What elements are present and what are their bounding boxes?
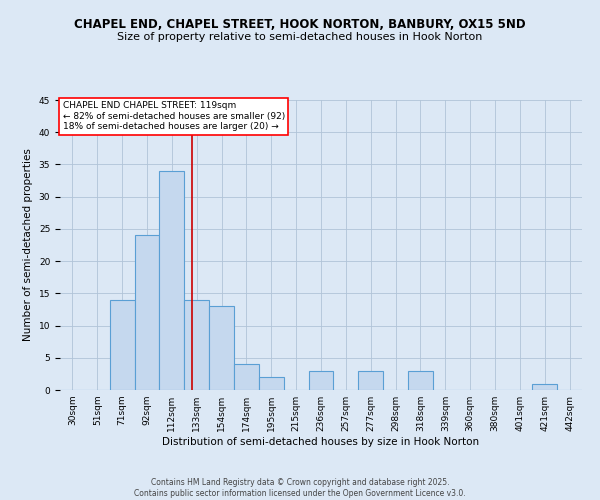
- X-axis label: Distribution of semi-detached houses by size in Hook Norton: Distribution of semi-detached houses by …: [163, 437, 479, 447]
- Bar: [184, 300, 209, 390]
- Text: CHAPEL END, CHAPEL STREET, HOOK NORTON, BANBURY, OX15 5ND: CHAPEL END, CHAPEL STREET, HOOK NORTON, …: [74, 18, 526, 30]
- Bar: [110, 300, 134, 390]
- Bar: [160, 171, 184, 390]
- Bar: [532, 384, 557, 390]
- Text: Contains HM Land Registry data © Crown copyright and database right 2025.
Contai: Contains HM Land Registry data © Crown c…: [134, 478, 466, 498]
- Bar: [408, 370, 433, 390]
- Bar: [134, 236, 160, 390]
- Bar: [358, 370, 383, 390]
- Y-axis label: Number of semi-detached properties: Number of semi-detached properties: [23, 148, 33, 342]
- Text: CHAPEL END CHAPEL STREET: 119sqm
← 82% of semi-detached houses are smaller (92)
: CHAPEL END CHAPEL STREET: 119sqm ← 82% o…: [62, 102, 285, 132]
- Bar: [308, 370, 334, 390]
- Bar: [259, 377, 284, 390]
- Text: Size of property relative to semi-detached houses in Hook Norton: Size of property relative to semi-detach…: [118, 32, 482, 42]
- Bar: [209, 306, 234, 390]
- Bar: [234, 364, 259, 390]
